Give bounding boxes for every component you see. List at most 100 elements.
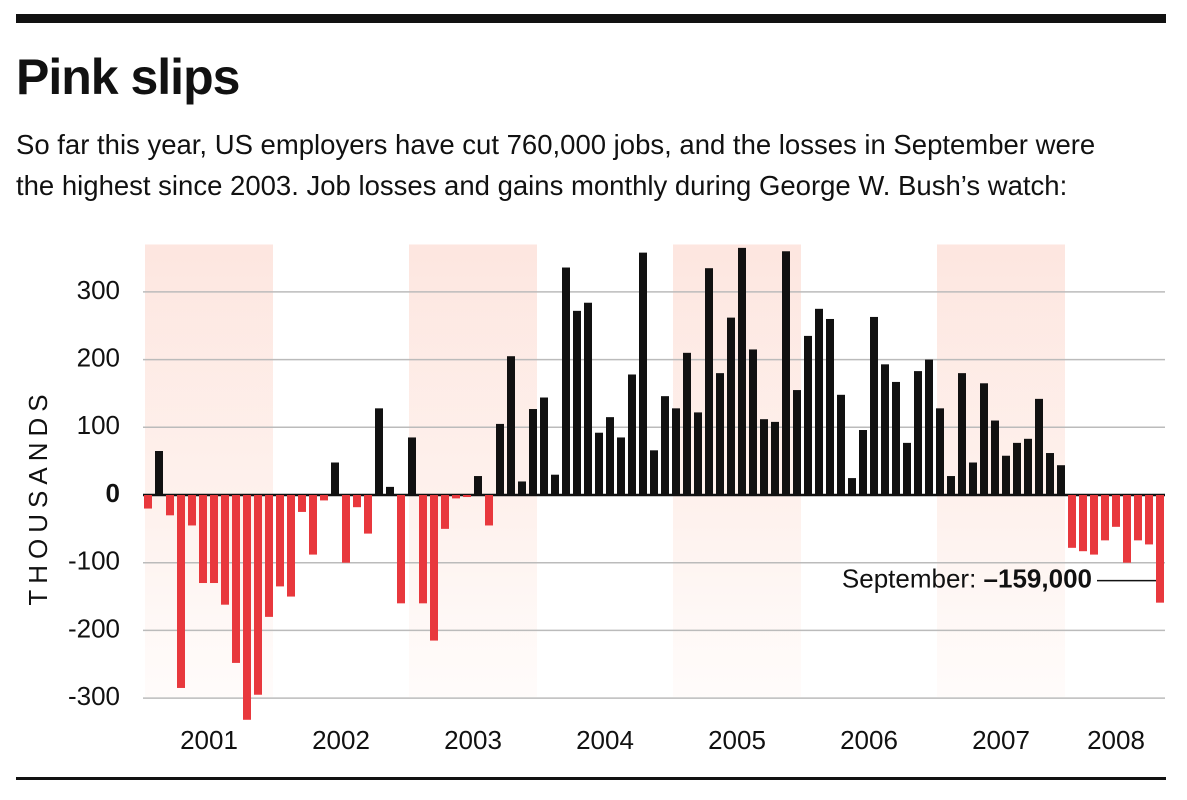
annotation-label: September: bbox=[842, 564, 976, 594]
y-tick-label: -300 bbox=[68, 681, 120, 711]
bar bbox=[925, 359, 933, 496]
bar bbox=[815, 308, 823, 496]
bar bbox=[573, 310, 581, 496]
bottom-rule bbox=[16, 777, 1166, 780]
bar bbox=[243, 495, 251, 720]
bar bbox=[771, 421, 779, 496]
bar bbox=[562, 267, 570, 496]
chart-subtitle: So far this year, US employers have cut … bbox=[16, 129, 1096, 201]
chart-title: Pink slips bbox=[16, 49, 240, 105]
bar bbox=[1123, 495, 1131, 563]
bar bbox=[496, 423, 504, 496]
bar bbox=[540, 397, 548, 496]
bar bbox=[342, 495, 350, 563]
bar bbox=[947, 476, 955, 496]
bar bbox=[518, 481, 526, 496]
bar bbox=[837, 394, 845, 496]
bar bbox=[265, 495, 273, 617]
bar bbox=[199, 495, 207, 584]
bar bbox=[254, 495, 262, 695]
year-band bbox=[673, 244, 801, 698]
bar bbox=[793, 390, 801, 496]
bar bbox=[584, 302, 592, 496]
bar bbox=[507, 356, 515, 496]
bar bbox=[639, 252, 647, 496]
bar bbox=[650, 450, 658, 496]
bar bbox=[441, 495, 449, 529]
top-rule bbox=[16, 14, 1166, 23]
bar bbox=[628, 374, 636, 496]
bar bbox=[144, 495, 152, 509]
bar bbox=[738, 247, 746, 496]
bar bbox=[210, 495, 218, 584]
y-tick-label: 100 bbox=[77, 410, 120, 440]
bar bbox=[309, 495, 317, 555]
x-tick-label: 2007 bbox=[972, 725, 1030, 755]
bar bbox=[375, 408, 383, 496]
bar bbox=[826, 318, 834, 496]
bar bbox=[188, 495, 196, 526]
bar bbox=[386, 486, 394, 496]
bar bbox=[991, 420, 999, 496]
bar bbox=[1145, 495, 1153, 545]
bar bbox=[408, 437, 416, 496]
bar bbox=[936, 408, 944, 496]
bar bbox=[1046, 453, 1054, 496]
bar bbox=[177, 495, 185, 688]
bar bbox=[353, 495, 361, 508]
y-tick-label: 200 bbox=[77, 342, 120, 372]
bar bbox=[859, 430, 867, 496]
bar bbox=[1079, 495, 1087, 552]
bar bbox=[1134, 495, 1142, 541]
bar bbox=[694, 412, 702, 496]
bar bbox=[474, 476, 482, 496]
bar bbox=[1057, 465, 1065, 496]
bar bbox=[485, 495, 493, 526]
annotation: September: –159,000 bbox=[842, 564, 1092, 594]
bar bbox=[672, 408, 680, 496]
bar bbox=[606, 417, 614, 496]
bar bbox=[463, 495, 471, 498]
bar bbox=[1101, 495, 1109, 541]
bar bbox=[320, 495, 328, 501]
bar bbox=[364, 495, 372, 534]
bar bbox=[529, 409, 537, 496]
bar bbox=[452, 495, 460, 499]
x-tick-label: 2004 bbox=[576, 725, 634, 755]
y-tick-label: 0 bbox=[106, 478, 120, 508]
bar bbox=[958, 373, 966, 496]
year-band bbox=[145, 244, 273, 698]
bar bbox=[617, 437, 625, 496]
bar bbox=[749, 349, 757, 496]
bar bbox=[870, 316, 878, 496]
x-tick-label: 2008 bbox=[1087, 725, 1145, 755]
bar bbox=[287, 495, 295, 597]
bar bbox=[1090, 495, 1098, 555]
bar bbox=[232, 495, 240, 663]
bar bbox=[881, 364, 889, 496]
bar bbox=[727, 317, 735, 496]
bar bbox=[276, 495, 284, 587]
bar bbox=[969, 462, 977, 496]
bar bbox=[716, 373, 724, 496]
year-band bbox=[409, 244, 537, 698]
bar bbox=[1112, 495, 1120, 527]
y-axis-label: THOUSANDS bbox=[23, 388, 53, 605]
bar bbox=[298, 495, 306, 512]
bar bbox=[683, 352, 691, 496]
y-tick-label: 300 bbox=[77, 275, 120, 305]
bar bbox=[705, 268, 713, 496]
bar bbox=[331, 462, 339, 496]
bar bbox=[166, 495, 174, 516]
value-label: –159,000 bbox=[984, 564, 1092, 594]
bar bbox=[595, 432, 603, 496]
bar bbox=[914, 371, 922, 496]
bar bbox=[1156, 495, 1164, 603]
y-tick-label: -200 bbox=[68, 613, 120, 643]
bar bbox=[892, 381, 900, 496]
x-tick-label: 2002 bbox=[312, 725, 370, 755]
bar bbox=[980, 383, 988, 496]
bar bbox=[760, 419, 768, 496]
